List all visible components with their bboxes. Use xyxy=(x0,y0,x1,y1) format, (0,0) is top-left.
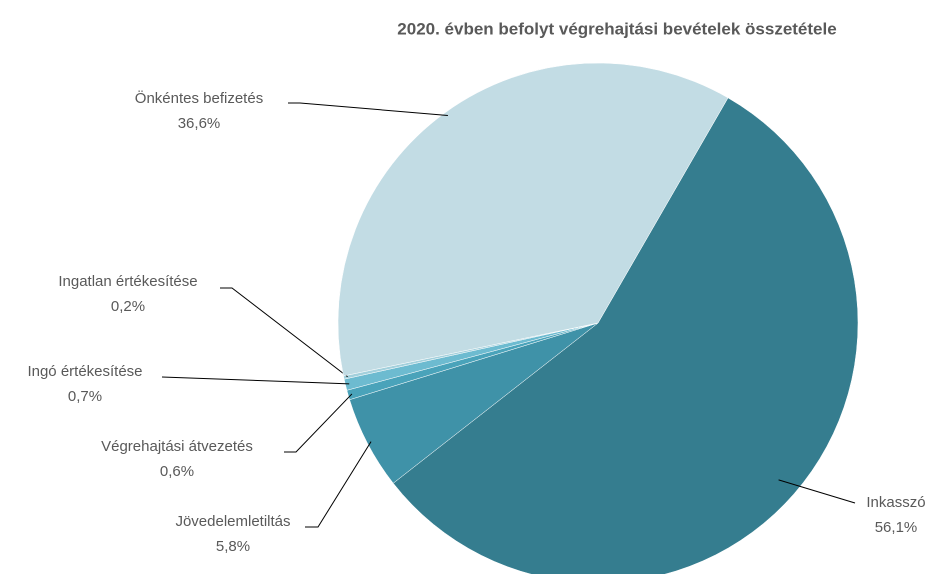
slice-value-label: 5,8% xyxy=(216,538,250,555)
pie-slice xyxy=(337,62,729,377)
leader-line xyxy=(288,102,448,116)
chart-title: 2020. évben befolyt végrehajtási bevétel… xyxy=(397,19,836,38)
slice-value-label: 36,6% xyxy=(178,115,221,132)
leader-line xyxy=(161,376,350,385)
slice-value-label: 56,1% xyxy=(875,519,918,536)
slice-value-label: 0,7% xyxy=(68,388,102,405)
slice-label: Jövedelemletiltás xyxy=(175,513,290,530)
slice-label: Önkéntes befizetés xyxy=(135,89,263,107)
slice-label: Ingó értékesítése xyxy=(27,363,142,380)
leader-line xyxy=(284,393,353,453)
leader-line xyxy=(778,479,856,504)
slice-label: Inkasszó xyxy=(866,494,925,511)
slice-value-label: 0,2% xyxy=(111,298,145,315)
slice-value-label: 0,6% xyxy=(160,463,194,480)
slice-label: Végrehajtási átvezetés xyxy=(101,438,253,455)
slice-label: Ingatlan értékesítése xyxy=(58,273,197,290)
leader-line xyxy=(305,441,372,528)
leader-line xyxy=(220,287,348,378)
pie-slice xyxy=(392,97,859,574)
